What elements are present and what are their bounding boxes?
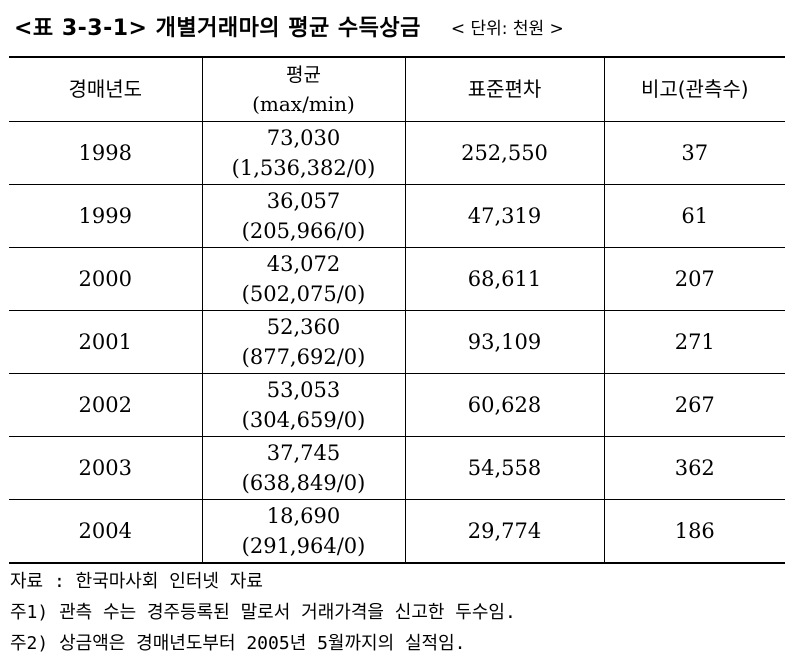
cell-std-dev: 68,611 bbox=[404, 247, 605, 311]
cell-average: 73,030 (1,536,382/0) bbox=[201, 121, 406, 185]
average-value: 53,053 bbox=[266, 378, 341, 402]
cell-std-dev: 93,109 bbox=[404, 310, 605, 374]
header-maxmin-label: (max/min) bbox=[252, 91, 355, 116]
cell-std-dev: 252,550 bbox=[404, 121, 605, 185]
cell-average: 18,690 (291,964/0) bbox=[201, 499, 406, 564]
cell-std-dev: 29,774 bbox=[404, 499, 605, 564]
cell-average: 43,072 (502,075/0) bbox=[201, 247, 406, 311]
maxmin-value: (502,075/0) bbox=[241, 282, 366, 306]
cell-year: 2002 bbox=[9, 373, 203, 437]
source-note: 자료 : 한국마사회 인터넷 자료 bbox=[10, 571, 263, 592]
maxmin-value: (638,849/0) bbox=[241, 471, 366, 495]
table-title: <표 3-3-1> 개별거래마의 평균 수득상금 bbox=[14, 16, 421, 41]
cell-year: 1998 bbox=[9, 121, 203, 185]
cell-year: 2001 bbox=[9, 310, 203, 374]
header-average: 평균 (max/min) bbox=[201, 57, 406, 122]
cell-count: 186 bbox=[603, 499, 785, 564]
cell-average: 36,057 (205,966/0) bbox=[201, 184, 406, 248]
cell-average: 52,360 (877,692/0) bbox=[201, 310, 406, 374]
average-value: 73,030 bbox=[266, 126, 341, 150]
average-value: 36,057 bbox=[266, 189, 341, 213]
table-row: 2002 53,053 (304,659/0) 60,628 267 bbox=[9, 373, 785, 437]
header-note-count: 비고(관측수) bbox=[603, 57, 785, 122]
cell-average: 53,053 (304,659/0) bbox=[201, 373, 406, 437]
cell-std-dev: 47,319 bbox=[404, 184, 605, 248]
footnote-2: 주2) 상금액은 경매년도부터 2005년 5월까지의 실적임. bbox=[10, 633, 466, 654]
maxmin-value: (291,964/0) bbox=[241, 534, 366, 558]
table-caption: <표 3-3-1> 개별거래마의 평균 수득상금 < 단위: 천원 > bbox=[14, 10, 794, 42]
cell-count: 207 bbox=[603, 247, 785, 311]
cell-count: 267 bbox=[603, 373, 785, 437]
cell-count: 37 bbox=[603, 121, 785, 185]
table-row: 1998 73,030 (1,536,382/0) 252,550 37 bbox=[9, 121, 785, 185]
table-row: 1999 36,057 (205,966/0) 47,319 61 bbox=[9, 184, 785, 248]
table-row: 2001 52,360 (877,692/0) 93,109 271 bbox=[9, 310, 785, 374]
cell-year: 2003 bbox=[9, 436, 203, 500]
maxmin-value: (1,536,382/0) bbox=[231, 156, 376, 180]
maxmin-value: (877,692/0) bbox=[241, 345, 366, 369]
average-value: 18,690 bbox=[266, 504, 341, 528]
table-row: 2004 18,690 (291,964/0) 29,774 186 bbox=[9, 499, 785, 564]
cell-std-dev: 60,628 bbox=[404, 373, 605, 437]
header-row: 경매년도 평균 (max/min) 표준편차 비고(관측수) bbox=[9, 57, 785, 122]
average-value: 43,072 bbox=[266, 252, 341, 276]
table-row: 2000 43,072 (502,075/0) 68,611 207 bbox=[9, 247, 785, 311]
header-std-dev: 표준편차 bbox=[404, 57, 605, 122]
cell-year: 2000 bbox=[9, 247, 203, 311]
footnotes: 자료 : 한국마사회 인터넷 자료 주1) 관측 수는 경주등록된 말로서 거래… bbox=[10, 566, 790, 659]
table-row: 2003 37,745 (638,849/0) 54,558 362 bbox=[9, 436, 785, 500]
unit-label: < 단위: 천원 > bbox=[450, 18, 564, 39]
cell-count: 61 bbox=[603, 184, 785, 248]
cell-year: 1999 bbox=[9, 184, 203, 248]
footnote-1: 주1) 관측 수는 경주등록된 말로서 거래가격을 신고한 두수임. bbox=[10, 602, 516, 623]
header-auction-year: 경매년도 bbox=[9, 57, 203, 122]
maxmin-value: (205,966/0) bbox=[241, 219, 366, 243]
prize-money-table: 경매년도 평균 (max/min) 표준편차 비고(관측수) 1998 73,03… bbox=[9, 56, 785, 564]
cell-count: 271 bbox=[603, 310, 785, 374]
header-average-label: 평균 bbox=[286, 63, 321, 86]
average-value: 37,745 bbox=[266, 441, 341, 465]
cell-average: 37,745 (638,849/0) bbox=[201, 436, 406, 500]
table-body: 1998 73,030 (1,536,382/0) 252,550 37 1999 36,0… bbox=[9, 121, 785, 564]
cell-count: 362 bbox=[603, 436, 785, 500]
cell-std-dev: 54,558 bbox=[404, 436, 605, 500]
average-value: 52,360 bbox=[266, 315, 341, 339]
cell-year: 2004 bbox=[9, 499, 203, 564]
maxmin-value: (304,659/0) bbox=[241, 408, 366, 432]
